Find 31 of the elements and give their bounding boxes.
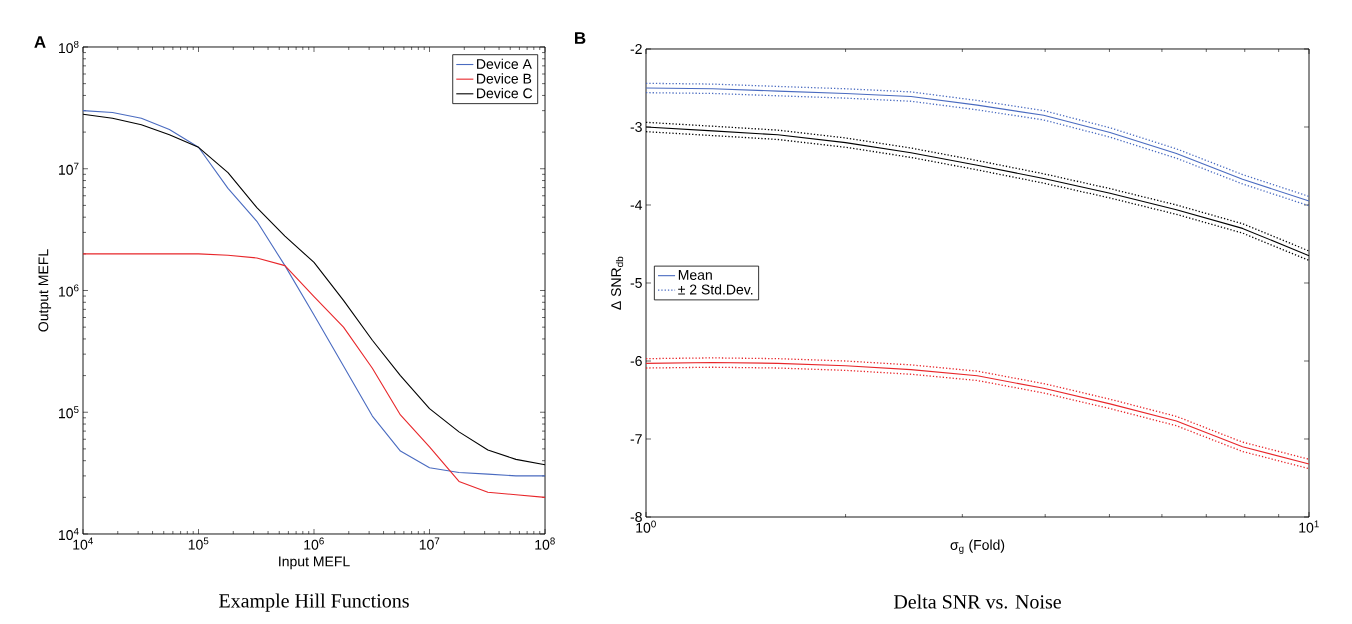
y-tick-label: -5 <box>630 278 642 288</box>
x-tick-label: 10$^{7}$ <box>419 537 440 550</box>
x-tick-label: 10$^{0}$ <box>636 520 656 533</box>
y-tick-label: 10$^{7}$ <box>59 162 79 175</box>
text: B <box>575 32 586 44</box>
legend-label: Mean <box>678 270 712 280</box>
x-tick-label: 10$^{1}$ <box>1299 520 1319 533</box>
y-tick-label: 10$^{6}$ <box>59 284 79 297</box>
x-tick-label: 10$^{5}$ <box>188 537 209 550</box>
y-tick-label: -8 <box>630 512 642 522</box>
y-tick-label: -6 <box>630 356 642 366</box>
x-tick-label: 10$^{8}$ <box>535 537 555 550</box>
y-tick-label: -7 <box>630 434 642 444</box>
y-tick-label: 10$^{8}$ <box>59 40 79 54</box>
legend-label: ± 2 Std.Dev. <box>678 284 753 295</box>
x-axis-title: Input MEFL <box>279 556 350 570</box>
x-tick-label: 10$^{4}$ <box>73 537 93 550</box>
x-tick-label: 10$^{6}$ <box>304 537 324 550</box>
y-tick-label: 10$^{5}$ <box>59 406 79 419</box>
legend-label: Device B <box>477 73 532 84</box>
y-tick-label: -4 <box>630 200 643 210</box>
text: Example Hill Functions <box>219 593 409 612</box>
text: A <box>34 36 46 48</box>
legend-label: Device C <box>477 87 533 99</box>
legend-label: Device A <box>477 58 532 69</box>
text: Delta SNR vs. Noise <box>893 594 1061 609</box>
x-axis-title: σ$_{g}$ (Fold) <box>950 539 1005 554</box>
y-axis-title: Output MEFL <box>38 249 52 332</box>
y-axis-title: Δ SNR$_{db}$ <box>611 256 624 310</box>
y-tick-label: -2 <box>630 44 642 54</box>
y-tick-label: -3 <box>630 122 642 132</box>
